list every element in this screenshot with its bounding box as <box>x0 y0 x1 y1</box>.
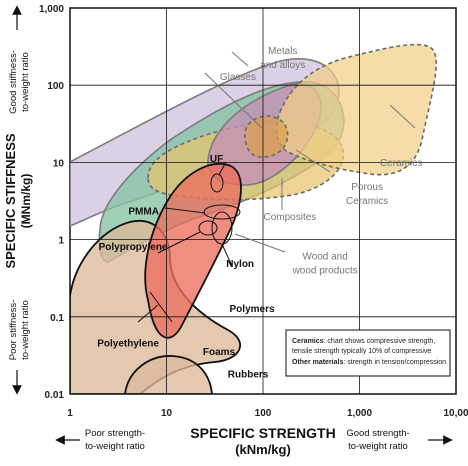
uf-region <box>210 173 224 193</box>
label-porous-ceramics: Porous Ceramics <box>346 182 388 207</box>
leader-porous-ceramics <box>295 149 331 173</box>
region-polymers <box>144 163 242 339</box>
y-tick-label: 1,000 <box>39 4 64 15</box>
leader-foams <box>149 291 173 323</box>
leader-ceramics <box>389 104 416 129</box>
x-axis-unit: (kNm/kg) <box>235 442 291 457</box>
y-tick-label: 100 <box>47 81 64 92</box>
grid <box>70 8 456 394</box>
leader-lines <box>137 51 416 323</box>
y-tick-label: 1 <box>58 236 64 247</box>
leader-polyethylene <box>137 304 159 323</box>
leader-metals <box>231 51 249 67</box>
label-nylon: Nylon <box>226 259 254 270</box>
label-uf: UF <box>210 154 223 165</box>
label-composites: Composites <box>263 212 316 223</box>
label-rubbers: Rubbers <box>228 369 269 380</box>
legend-note-line-3: Other materials: strength in tension/com… <box>292 359 446 366</box>
polypropylene-region <box>198 220 218 236</box>
legend-note-line-2: tensile strength typically 10% of compre… <box>292 348 431 355</box>
legend-note-box <box>285 329 451 377</box>
x-axis-high-note: Good strength-to-weight ratio <box>346 428 409 452</box>
y-tick-label: 0.1 <box>50 313 64 324</box>
y-axis-label: SPECIFIC STIFFNESS <box>3 133 18 268</box>
label-glasses: Glasses <box>220 72 256 83</box>
y-axis-low-note: Poor stiffness-to-weight ratio <box>8 300 31 361</box>
leader-wood <box>234 233 286 253</box>
y-tick-labels: 0.01 0.1 1 10 100 1,000 <box>39 4 64 401</box>
label-foams: Foams <box>203 347 236 358</box>
label-polymers: Polymers <box>230 304 275 315</box>
y-tick-label: 10 <box>53 158 65 169</box>
label-metals-and-alloys: Metals and alloys <box>260 46 305 71</box>
x-axis-label: SPECIFIC STRENGTH <box>190 425 335 441</box>
x-axis-low-note: Poor strength-to-weight ratio <box>85 428 145 452</box>
x-tick-label: 1 <box>67 408 73 419</box>
x-tick-label: 10,00 <box>443 408 468 419</box>
region-ceramics <box>275 43 437 176</box>
region-rubbers <box>124 355 213 394</box>
label-polyethylene: Polyethylene <box>97 339 159 350</box>
leader-glasses <box>204 72 263 129</box>
label-polypropylene: Polypropylene <box>99 242 168 253</box>
label-pmma: PMMA <box>128 207 159 218</box>
x-tick-label: 100 <box>255 408 272 419</box>
leader-polypropylene <box>157 231 201 254</box>
legend-note-line-1: Ceramics: chart shows compressive streng… <box>292 338 435 345</box>
leader-uf <box>218 161 227 176</box>
label-ceramics: Ceramics <box>380 158 422 169</box>
polymer-subregions <box>198 173 241 245</box>
x-tick-label: 10 <box>161 408 173 419</box>
leader-nylon <box>221 243 233 267</box>
legend-note: Ceramics: chart shows compressive streng… <box>285 329 451 377</box>
x-tick-label: 1,000 <box>347 408 372 419</box>
region-labels: Metals and alloys Glasses Ceramics Porous Cer… <box>97 46 422 380</box>
y-axis-unit: (MNm/kg) <box>19 174 33 229</box>
x-tick-labels: 1 10 100 1,000 10,00 <box>67 408 468 419</box>
pmma-region <box>203 204 241 220</box>
y-tick-label: 0.01 <box>45 390 65 401</box>
leader-pmma <box>164 207 206 214</box>
y-axis-high-note: Good stiffness-to-weight ratio <box>8 50 31 114</box>
region-glasses <box>244 115 289 158</box>
label-wood-and-wood-products: Wood and wood products <box>292 252 358 277</box>
